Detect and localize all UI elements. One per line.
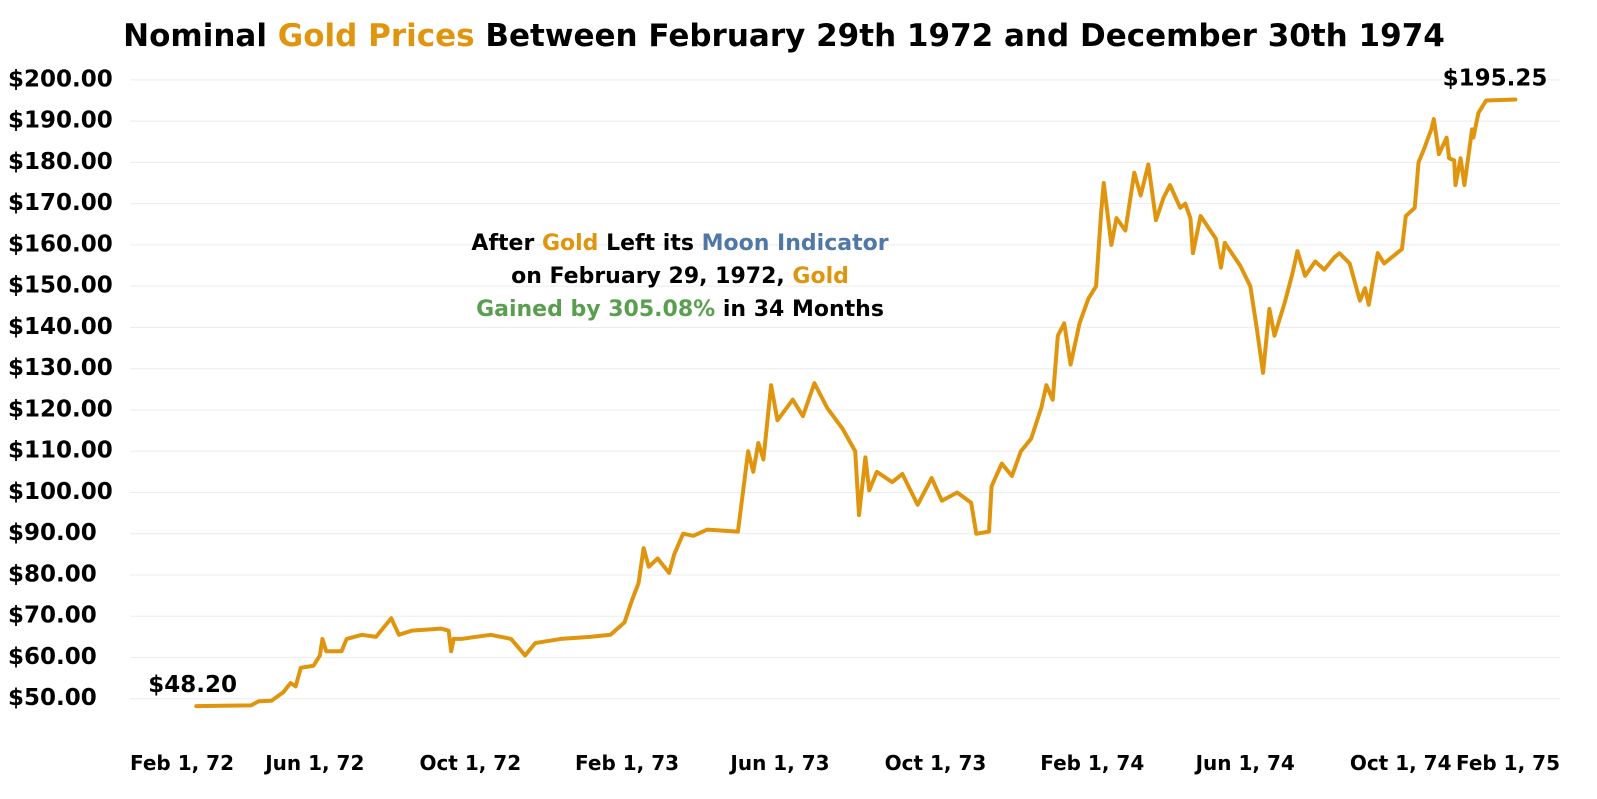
chart-title: Nominal Gold Prices Between February 29t… bbox=[123, 18, 1445, 54]
annotation-part: Gained by 305.08% bbox=[476, 297, 715, 322]
annotation-part: Left its bbox=[598, 231, 701, 256]
annotation-part: After bbox=[471, 231, 542, 256]
y-tick-label: $70.00 bbox=[8, 603, 97, 629]
annotation: After Gold Left its Moon Indicator bbox=[471, 231, 888, 256]
x-tick-label: Oct 1, 74 bbox=[1350, 751, 1452, 775]
y-tick-label: $80.00 bbox=[8, 561, 97, 587]
annotation-part: Gold bbox=[542, 231, 598, 256]
y-tick-label: $120.00 bbox=[8, 396, 113, 422]
y-tick-label: $200.00 bbox=[8, 66, 113, 92]
y-tick-label: $160.00 bbox=[8, 231, 113, 257]
x-tick-label: Feb 1, 72 bbox=[130, 751, 234, 775]
x-tick-label: Oct 1, 73 bbox=[885, 751, 987, 775]
y-tick-label: $150.00 bbox=[8, 273, 113, 299]
y-tick-label: $60.00 bbox=[8, 644, 97, 670]
annotation: on February 29, 1972, Gold bbox=[511, 264, 849, 289]
value-label: $48.20 bbox=[148, 672, 237, 698]
y-tick-label: $90.00 bbox=[8, 520, 97, 546]
x-tick-label: Feb 1, 73 bbox=[575, 751, 679, 775]
y-tick-label: $180.00 bbox=[8, 149, 113, 175]
annotation-part: Moon Indicator bbox=[702, 231, 889, 256]
y-tick-label: $140.00 bbox=[8, 314, 113, 340]
y-tick-label: $100.00 bbox=[8, 479, 113, 505]
title-part: Between February 29th 1972 and December … bbox=[475, 18, 1445, 54]
y-tick-label: $190.00 bbox=[8, 108, 113, 134]
price-line bbox=[194, 97, 1518, 709]
x-tick-label: Jun 1, 74 bbox=[1194, 751, 1295, 775]
annotation-part: on February 29, 1972, bbox=[511, 264, 792, 289]
title-part: Nominal bbox=[123, 18, 278, 54]
y-tick-label: $50.00 bbox=[8, 685, 97, 711]
x-tick-label: Jun 1, 73 bbox=[728, 751, 829, 775]
value-label: $195.25 bbox=[1443, 65, 1548, 91]
x-tick-label: Oct 1, 72 bbox=[419, 751, 521, 775]
x-tick-label: Jun 1, 72 bbox=[263, 751, 364, 775]
annotation-part: Gold bbox=[792, 264, 848, 289]
annotation: Gained by 305.08% in 34 Months bbox=[476, 297, 884, 322]
x-tick-label: Feb 1, 75 bbox=[1456, 751, 1560, 775]
title-part: Gold Prices bbox=[278, 18, 475, 54]
annotation-part: in 34 Months bbox=[715, 297, 884, 322]
x-tick-label: Feb 1, 74 bbox=[1040, 751, 1144, 775]
y-tick-label: $170.00 bbox=[8, 190, 113, 216]
y-tick-label: $110.00 bbox=[8, 438, 113, 464]
y-tick-label: $130.00 bbox=[8, 355, 113, 381]
